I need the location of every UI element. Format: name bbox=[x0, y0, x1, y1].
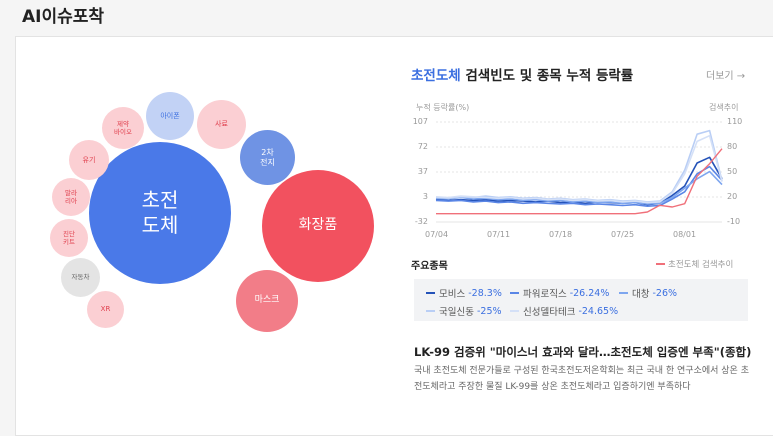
bubble-label: 말라 리아 bbox=[65, 188, 77, 205]
bubble-label: 제약 바이오 bbox=[114, 119, 132, 136]
stock-name: 모비스 bbox=[439, 289, 466, 300]
page-title: AI이슈포착 bbox=[22, 7, 105, 27]
stock-item-daechang[interactable]: 대창 -26% bbox=[619, 286, 677, 300]
x-tick: 07/18 bbox=[549, 230, 573, 239]
bubble-label: 진단 키트 bbox=[63, 229, 75, 246]
y-axis-right-label: 검색추이 bbox=[709, 103, 739, 112]
stock-item-powerlogics[interactable]: 파워로직스 -26.24% bbox=[510, 286, 609, 300]
legend-line-icon bbox=[426, 310, 435, 312]
stocks-box bbox=[414, 279, 748, 321]
bubble-superconductor[interactable]: 초전 도체 bbox=[89, 142, 231, 284]
bubble-secondary-battery[interactable]: 2차 전지 bbox=[240, 130, 295, 185]
y-tick-right: 110 bbox=[727, 117, 743, 126]
stock-name: 대창 bbox=[632, 289, 650, 300]
bubble-cosmetics[interactable]: 화장품 bbox=[262, 170, 374, 282]
panel-title: 초전도체 검색빈도 및 종목 누적 등락률 bbox=[411, 64, 633, 84]
y-tick-left: 3 bbox=[422, 192, 428, 201]
stock-item-kukilsindong[interactable]: 국일신동 -25% bbox=[426, 304, 502, 318]
legend-line-icon bbox=[426, 292, 435, 294]
y-tick-right: 20 bbox=[727, 192, 738, 201]
legend-line-icon bbox=[656, 263, 665, 265]
bubble-label: 화장품 bbox=[298, 217, 338, 234]
search-trend-legend: 초전도체 검색추이 bbox=[656, 258, 733, 270]
stock-change: -28.3% bbox=[468, 287, 502, 299]
stock-name: 국일신동 bbox=[439, 307, 474, 318]
y-axis-left-label: 누적 등락률(%) bbox=[416, 103, 470, 112]
bubble-pharma-bio[interactable]: 제약 바이오 bbox=[102, 107, 144, 149]
bubble-label: 2차 전지 bbox=[260, 147, 275, 167]
y-tick-left: 37 bbox=[417, 167, 428, 176]
stock-item-mobis[interactable]: 모비스 -28.3% bbox=[426, 286, 502, 300]
stock-change: -24.65% bbox=[578, 305, 619, 317]
stock-name: 파워로직스 bbox=[523, 289, 567, 300]
x-tick: 08/01 bbox=[673, 230, 697, 239]
x-tick: 07/11 bbox=[487, 230, 511, 239]
bubble-label: 유기 bbox=[82, 155, 96, 164]
x-tick: 07/04 bbox=[425, 230, 449, 239]
y-tick-left: 72 bbox=[417, 142, 428, 151]
stock-change: -26% bbox=[652, 287, 678, 299]
bubble-label: 마스크 bbox=[254, 295, 280, 306]
stocks-label: 주요종목 bbox=[411, 261, 448, 272]
y-tick-left: 107 bbox=[412, 117, 428, 126]
search-trend-legend-label: 초전도체 검색추이 bbox=[668, 260, 734, 270]
panel-title-keyword: 초전도체 bbox=[411, 68, 461, 84]
news-title[interactable]: LK-99 검증위 "마이스너 효과와 달라…초전도체 입증엔 부족"(종합) bbox=[414, 345, 752, 359]
bubble-iphone[interactable]: 아이폰 bbox=[146, 92, 194, 140]
bubble-label: 사료 bbox=[215, 120, 228, 129]
bubble-label: XR bbox=[100, 305, 111, 314]
bubble-diagnostic-kit[interactable]: 진단 키트 bbox=[50, 219, 88, 257]
bubble-automobile[interactable]: 자동차 bbox=[61, 258, 100, 297]
stock-change: -25% bbox=[476, 305, 502, 317]
more-link[interactable]: 더보기 → bbox=[706, 71, 746, 82]
y-tick-right: -10 bbox=[727, 217, 741, 226]
x-tick: 07/25 bbox=[611, 230, 635, 239]
legend-line-icon bbox=[510, 310, 519, 312]
news-body: 국내 초전도체 전문가들로 구성된 한국초전도저온학회는 최근 국내 한 연구소… bbox=[414, 366, 749, 392]
panel-title-rest: 검색빈도 및 종목 누적 등락률 bbox=[460, 68, 634, 84]
stock-change: -26.24% bbox=[569, 287, 610, 299]
y-tick-right: 50 bbox=[727, 167, 738, 176]
bubble-feed[interactable]: 사료 bbox=[197, 100, 246, 149]
legend-line-icon bbox=[510, 292, 519, 294]
y-tick-left: -32 bbox=[414, 217, 428, 226]
bubble-dairy[interactable]: 유기 bbox=[69, 140, 109, 180]
bubble-label: 초전 도체 bbox=[141, 188, 179, 237]
bubble-label: 자동차 bbox=[71, 273, 90, 282]
legend-line-icon bbox=[619, 292, 628, 294]
bubble-malaria[interactable]: 말라 리아 bbox=[52, 178, 90, 216]
bubble-label: 아이폰 bbox=[160, 111, 180, 120]
y-tick-right: 80 bbox=[727, 142, 738, 151]
stock-item-shinsungdeltatech[interactable]: 신성델타테크 -24.65% bbox=[510, 304, 618, 318]
bubble-mask[interactable]: 마스크 bbox=[236, 270, 298, 332]
bubble-xr[interactable]: XR bbox=[87, 291, 124, 328]
stock-name: 신성델타테크 bbox=[523, 307, 576, 318]
